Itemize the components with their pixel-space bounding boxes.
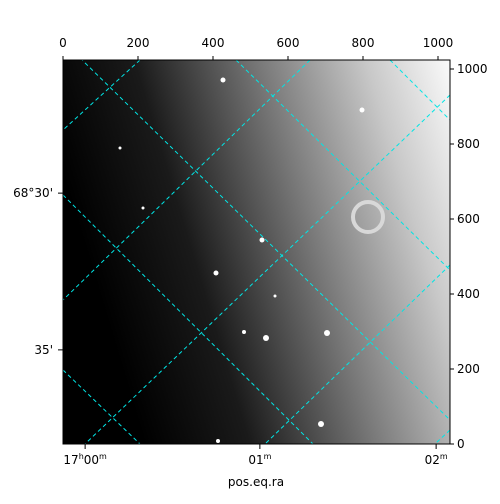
x-tick-label: 600 <box>277 36 300 50</box>
y-tick-label: 1000 <box>457 62 488 76</box>
coordinate-grid <box>63 60 450 444</box>
x-tick-label: 1000 <box>423 36 454 50</box>
sky-image <box>63 60 450 444</box>
x-tick-label: 0 <box>59 36 67 50</box>
ra-tick-label: 02m <box>425 452 448 467</box>
y-tick-label: 600 <box>457 212 480 226</box>
ra-tick-label: 17h00m <box>63 452 107 467</box>
dec-tick-label: 68°30' <box>13 186 53 200</box>
x-tick-label: 800 <box>352 36 375 50</box>
frame <box>62 59 451 445</box>
y-tick-label: 400 <box>457 287 480 301</box>
y-tick-label: 0 <box>457 437 465 451</box>
dec-tick-label: 35' <box>34 343 53 357</box>
x-tick-label: 200 <box>127 36 150 50</box>
ra-tick-label: 01m <box>248 452 271 467</box>
x-tick-label: 400 <box>202 36 225 50</box>
x-axis-label: pos.eq.ra <box>228 475 284 489</box>
stars <box>118 77 385 443</box>
y-tick-label: 800 <box>457 137 480 151</box>
y-tick-label: 200 <box>457 362 480 376</box>
